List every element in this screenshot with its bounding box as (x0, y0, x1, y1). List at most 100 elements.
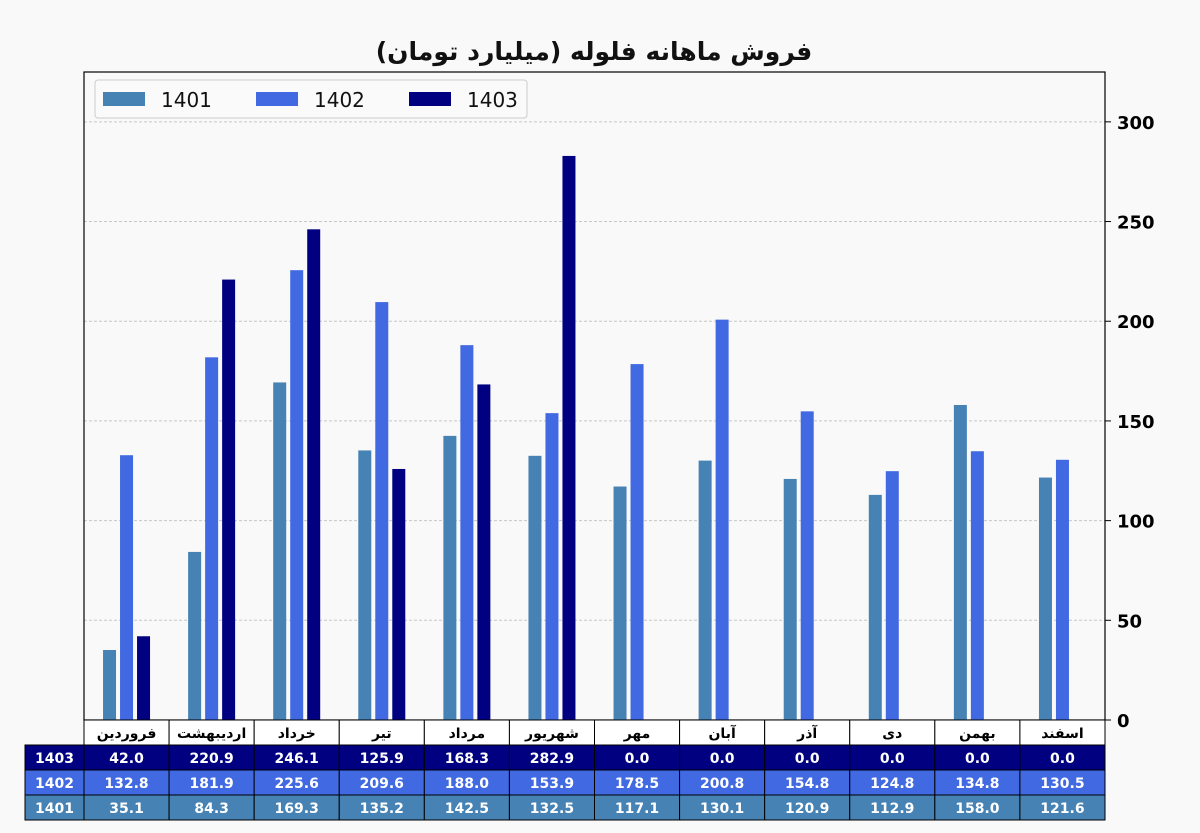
bar-1403 (137, 636, 151, 720)
bar-1401 (698, 460, 712, 720)
bar-1401 (188, 551, 202, 720)
table-value: 0.0 (1050, 751, 1075, 767)
legend-swatch (103, 92, 145, 106)
table-value: 130.5 (1040, 776, 1084, 792)
bar-1402 (885, 471, 899, 720)
y-tick-label: 0 (1117, 711, 1130, 732)
table-cell (423, 744, 510, 771)
bar-1402 (1055, 459, 1069, 720)
month-label: تیر (371, 726, 392, 742)
y-tick-label: 100 (1117, 512, 1155, 533)
table-value: 121.6 (1040, 801, 1084, 817)
bar-1402 (120, 455, 134, 720)
bar-1403 (307, 229, 321, 721)
month-label: فروردین (97, 726, 157, 742)
bar-1403 (392, 468, 406, 720)
bar-1402 (545, 413, 559, 720)
table-value: 0.0 (880, 751, 905, 767)
table-value: 135.2 (360, 801, 404, 817)
table-header-cell (934, 719, 1021, 746)
table-cell (594, 794, 681, 821)
bar-1403 (562, 155, 576, 720)
table-value: 132.5 (530, 801, 574, 817)
month-label: بهمن (959, 726, 995, 742)
legend-label: 1401 (161, 88, 212, 112)
month-label: خرداد (278, 726, 316, 742)
table-value: 84.3 (194, 801, 229, 817)
table-value: 134.8 (955, 776, 999, 792)
table-cell (83, 744, 170, 771)
table-value: 125.9 (360, 751, 404, 767)
table-value: 0.0 (625, 751, 650, 767)
chart-title: فروش ماهانه فلوله (میلیارد تومان) (376, 37, 813, 67)
table-header-cell (594, 719, 681, 746)
bar-1401 (868, 494, 882, 720)
table-value: 35.1 (109, 801, 144, 817)
table-value: 181.9 (189, 776, 233, 792)
table-row-label-cell (24, 794, 85, 821)
legend-box (94, 79, 528, 119)
legend-swatch (409, 92, 451, 106)
table-row-label: 1402 (35, 776, 74, 792)
table-cell (764, 794, 851, 821)
bar-1402 (800, 411, 814, 720)
legend-label: 1402 (314, 88, 365, 112)
table-value: 220.9 (189, 751, 233, 767)
table-value: 188.0 (445, 776, 490, 792)
table-value: 112.9 (870, 801, 914, 817)
bar-1402 (630, 364, 644, 720)
table-cell (508, 794, 595, 821)
table-cell (168, 769, 255, 796)
table-value: 130.1 (700, 801, 744, 817)
table-header-cell (764, 719, 851, 746)
table-value: 0.0 (710, 751, 735, 767)
table-row-label-cell (24, 769, 85, 796)
table-value: 120.9 (785, 801, 829, 817)
y-tick-label: 50 (1117, 611, 1142, 632)
bar-1402 (290, 270, 304, 720)
table-cell (934, 769, 1021, 796)
table-value: 282.9 (530, 751, 574, 767)
table-value: 154.8 (785, 776, 829, 792)
bar-1401 (613, 486, 627, 720)
table-cell (594, 744, 681, 771)
table-value: 142.5 (445, 801, 489, 817)
table-value: 178.5 (615, 776, 659, 792)
bar-1401 (1038, 477, 1052, 720)
bar-1401 (783, 478, 797, 720)
legend-label: 1403 (467, 88, 518, 112)
month-label: مهر (623, 726, 651, 742)
legend-swatch (256, 92, 298, 106)
table-row-label: 1403 (35, 751, 74, 767)
table-cell (508, 744, 595, 771)
table-value: 225.6 (275, 776, 319, 792)
table-value: 209.6 (360, 776, 404, 792)
table-cell (934, 744, 1021, 771)
y-tick-label: 200 (1117, 312, 1155, 333)
table-cell (423, 794, 510, 821)
table-cell (934, 794, 1021, 821)
table-cell (338, 744, 425, 771)
table-cell (679, 769, 766, 796)
table-header-cell (423, 719, 510, 746)
y-tick-label: 150 (1117, 412, 1155, 433)
table-value: 132.8 (104, 776, 148, 792)
bar-1401 (273, 382, 287, 720)
table-value: 169.3 (275, 801, 319, 817)
month-label: اسفند (1041, 726, 1083, 742)
table-cell (253, 744, 340, 771)
table-cell (1019, 744, 1106, 771)
bar-1403 (477, 384, 491, 720)
month-label: آذر (796, 724, 818, 742)
table-cell (168, 744, 255, 771)
bar-1402 (205, 357, 219, 720)
bar-1402 (715, 319, 729, 720)
bar-1401 (443, 435, 457, 720)
month-label: اردیبهشت (177, 726, 246, 742)
month-label: شهریور (524, 726, 579, 742)
bar-1402 (460, 345, 474, 720)
bar-1402 (970, 451, 984, 720)
bar-1401 (953, 404, 967, 720)
table-cell (253, 794, 340, 821)
